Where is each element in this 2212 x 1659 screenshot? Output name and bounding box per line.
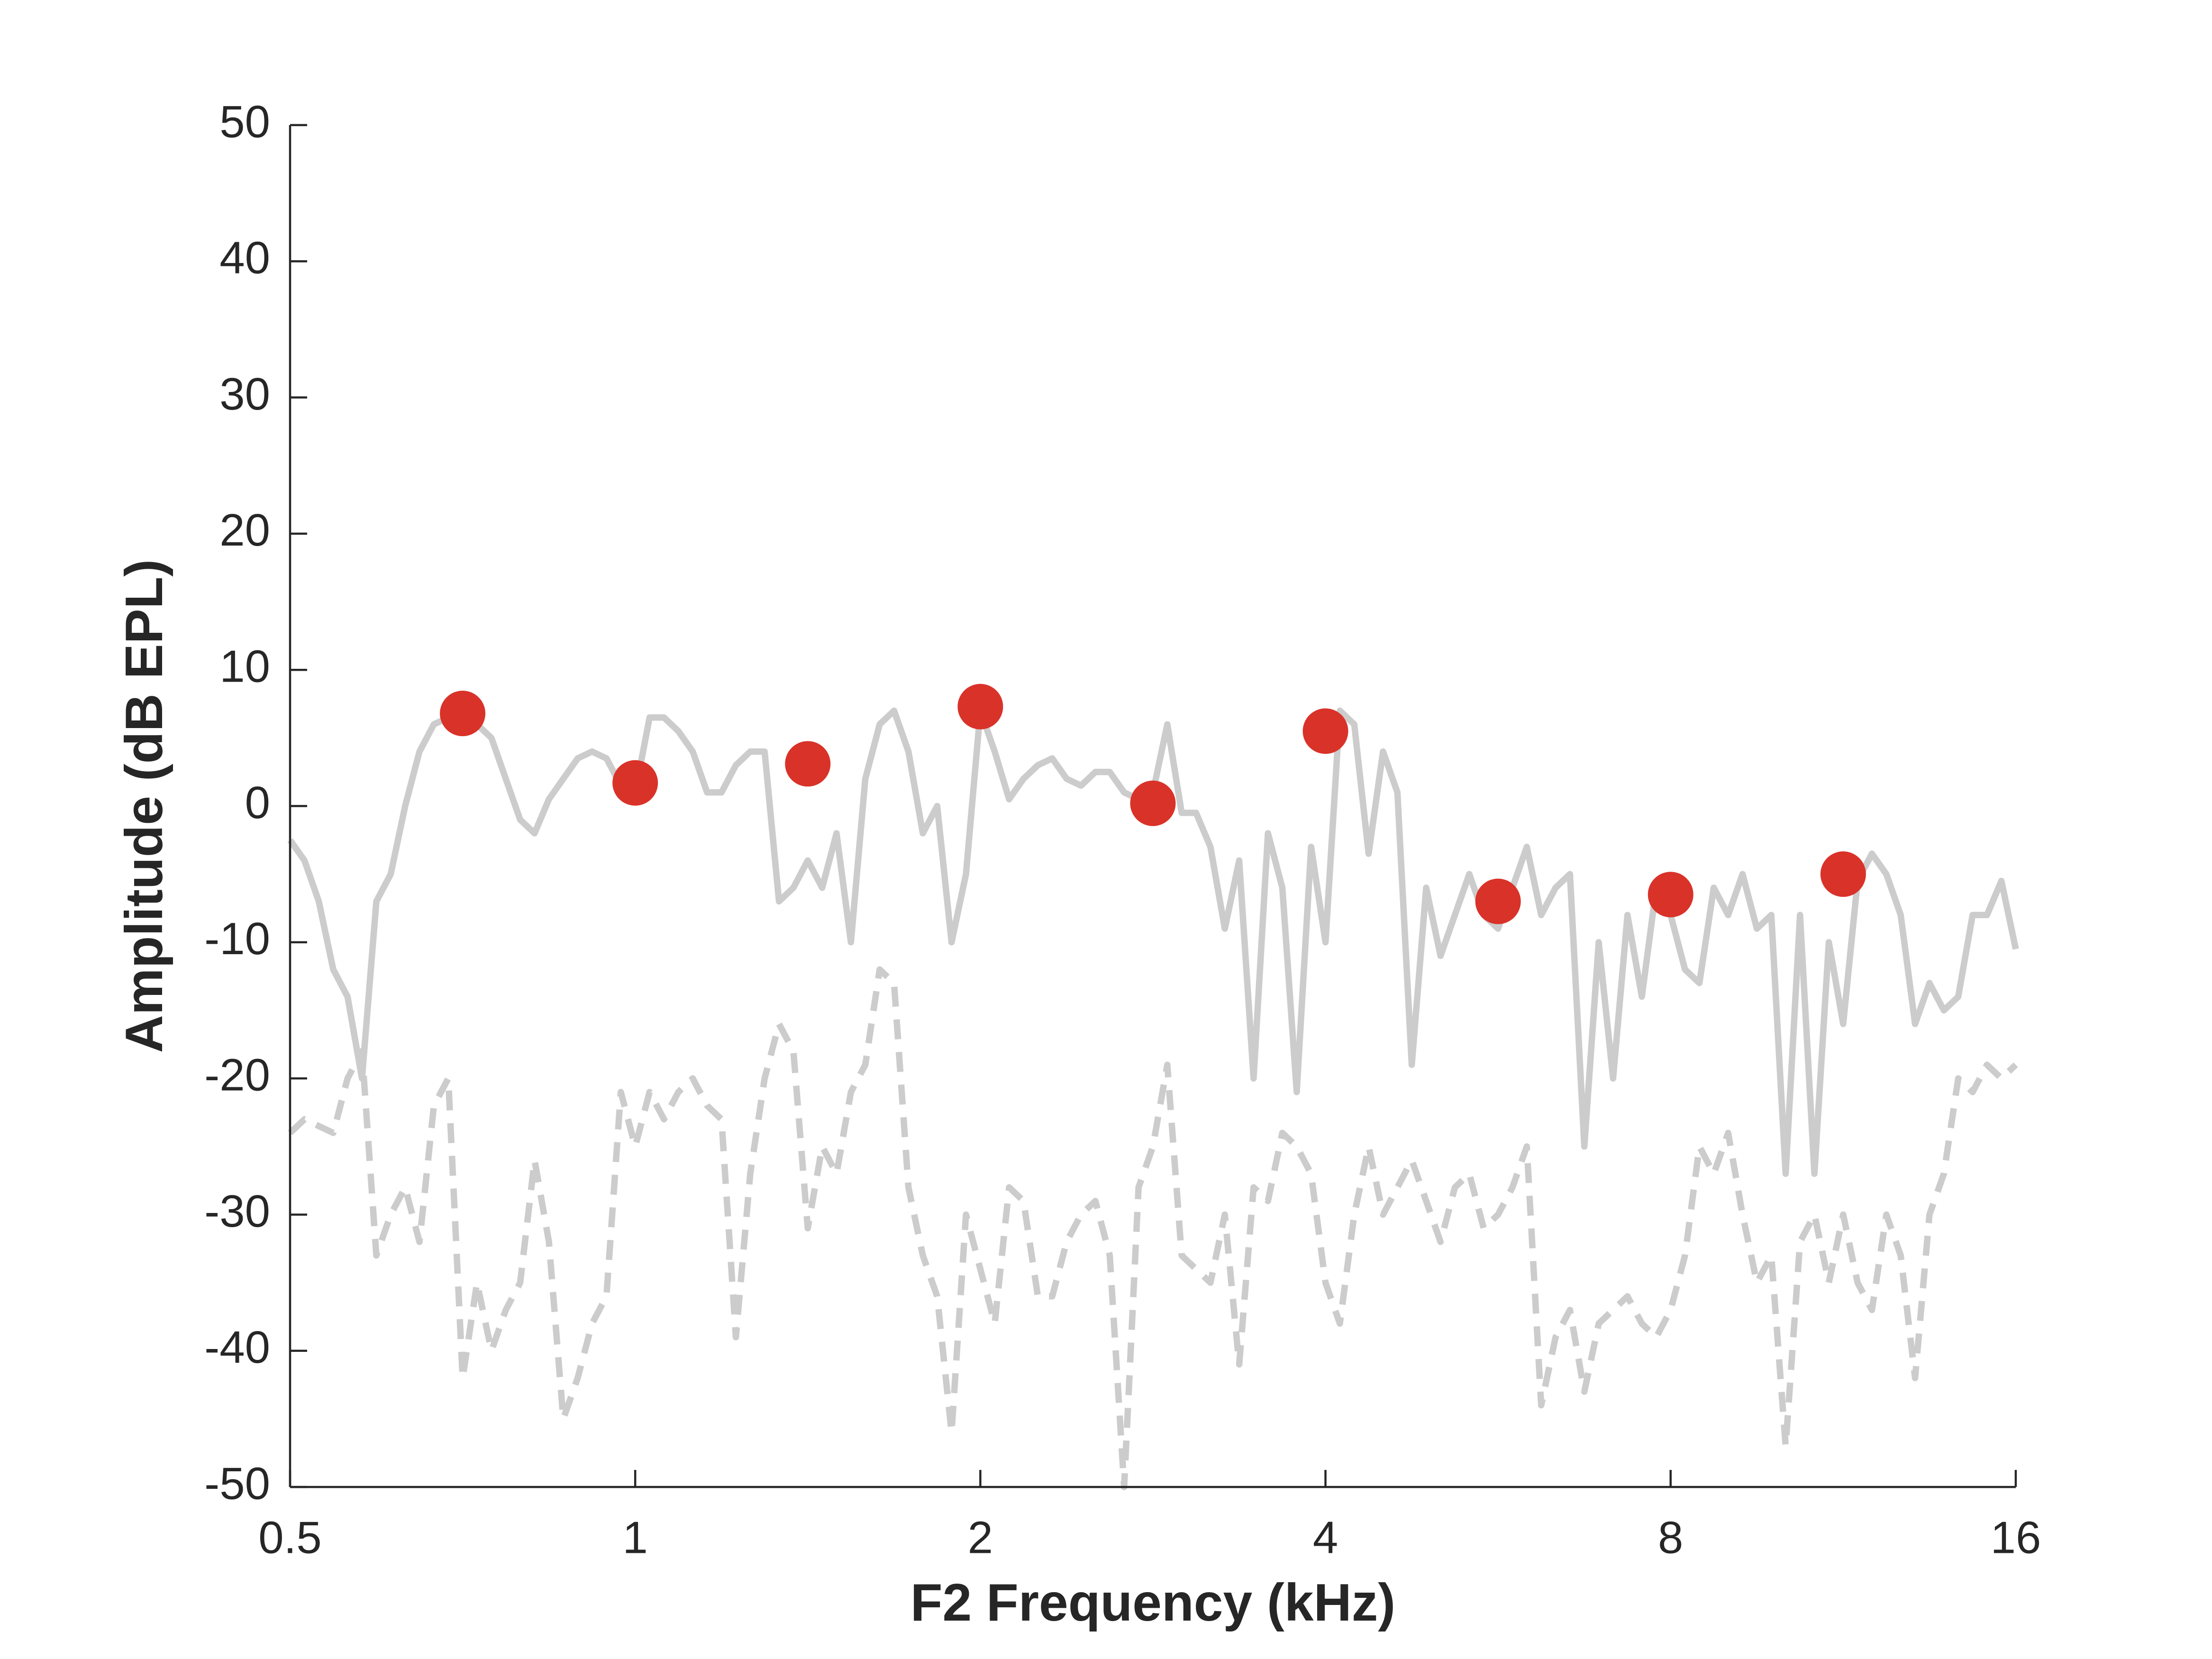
x-tick-label: 8	[1658, 1512, 1683, 1563]
x-tick-label: 16	[1991, 1512, 2041, 1563]
y-axis-title: Amplitude (dB EPL)	[115, 559, 173, 1053]
y-tick-label: 50	[219, 96, 270, 147]
y-tick-label: 20	[219, 505, 270, 556]
y-tick-label: 0	[245, 777, 270, 828]
y-tick-label: -30	[204, 1186, 270, 1237]
x-tick-label: 4	[1313, 1512, 1338, 1563]
x-tick-label: 2	[968, 1512, 993, 1563]
y-tick-label: 10	[219, 641, 270, 692]
y-tick-label: 30	[219, 369, 270, 419]
x-tick-label: 1	[622, 1512, 647, 1563]
y-tick-label: 40	[219, 233, 270, 283]
data-point	[1130, 780, 1176, 826]
x-tick-label: 0.5	[258, 1512, 321, 1563]
y-tick-label: -50	[204, 1458, 270, 1509]
data-point	[1820, 851, 1866, 897]
data-point	[957, 684, 1003, 729]
y-tick-label: -20	[204, 1049, 270, 1100]
data-point	[1302, 708, 1348, 754]
y-tick-label: -10	[204, 913, 270, 964]
solid-line	[287, 707, 2019, 1177]
data-point	[440, 691, 486, 737]
data-point	[1648, 872, 1693, 918]
dashed-line	[288, 966, 2018, 1490]
data-point	[1475, 878, 1521, 924]
data-point	[785, 741, 831, 787]
y-tick-label: -40	[204, 1322, 270, 1373]
x-axis-title: F2 Frequency (kHz)	[910, 1573, 1395, 1632]
data-point	[612, 760, 658, 806]
